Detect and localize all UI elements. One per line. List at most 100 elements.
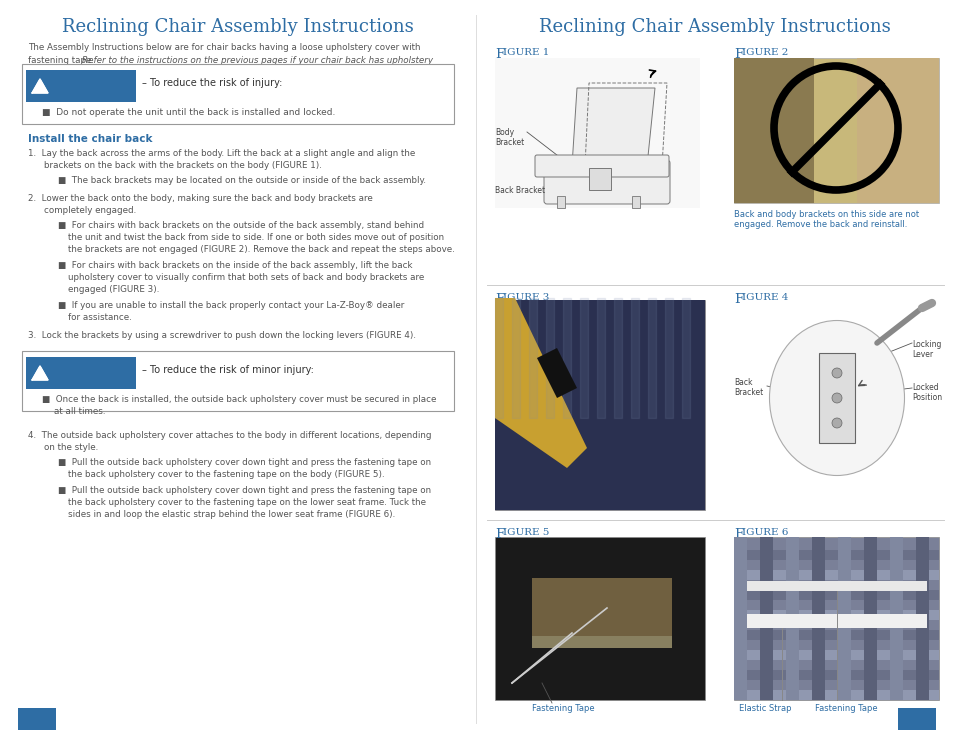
Text: completely engaged.: completely engaged. [44,206,136,215]
Bar [733,650,938,660]
Text: Reclining Chair Assembly Instructions: Reclining Chair Assembly Instructions [62,18,414,36]
Bar [746,581,926,591]
Polygon shape [572,88,655,166]
Bar [733,537,938,700]
Text: at all times.: at all times. [54,407,106,416]
Bar [26,70,136,102]
FancyBboxPatch shape [543,160,669,204]
Bar [733,537,746,700]
Text: for assistance.: for assistance. [68,313,132,322]
Bar [557,196,564,208]
Bar [588,168,610,190]
Polygon shape [32,79,48,93]
Text: brackets on the back with the brackets on the body (FIGURE 1).: brackets on the back with the brackets o… [44,161,321,170]
Bar [495,300,704,510]
Text: Back
Bracket: Back Bracket [733,378,762,397]
Text: ■  Do not operate the unit until the back is installed and locked.: ■ Do not operate the unit until the back… [42,108,335,117]
Bar [856,58,938,203]
Bar [811,537,824,700]
Text: IGURE 5: IGURE 5 [502,528,549,537]
Text: IGURE 2: IGURE 2 [741,48,787,57]
Text: cover attached to all sides of the back frame.: cover attached to all sides of the back … [28,69,226,78]
Text: Fastening Tape: Fastening Tape [814,704,877,713]
Text: ■  If you are unable to install the back properly contact your La-Z-Boy® dealer: ■ If you are unable to install the back … [58,301,404,310]
Text: 2.  Lower the back onto the body, making sure the back and body brackets are: 2. Lower the back onto the body, making … [28,194,373,203]
Text: sides in and loop the elastic strap behind the lower seat frame (FIGURE 6).: sides in and loop the elastic strap behi… [68,510,395,519]
Text: F: F [495,48,503,61]
Bar [889,537,902,700]
Bar [733,630,938,640]
Text: fastening tape.: fastening tape. [28,56,96,65]
Text: 1.  Lay the back across the arms of the body. Lift the back at a slight angle an: 1. Lay the back across the arms of the b… [28,149,415,158]
Bar [785,537,799,700]
Bar [733,590,938,600]
Bar [733,570,938,580]
Text: 9: 9 [912,714,920,724]
Text: IGURE 4: IGURE 4 [741,293,787,302]
Text: the back upholstery cover to the fastening tape on the lower seat frame. Tuck th: the back upholstery cover to the fasteni… [68,498,426,507]
Bar [532,636,671,648]
Text: Fastening Tape: Fastening Tape [532,704,594,713]
Text: IGURE 1: IGURE 1 [502,48,549,57]
Bar [22,351,454,411]
Text: WARNING: WARNING [54,78,127,91]
Text: The Assembly Instructions below are for chair backs having a loose upholstery co: The Assembly Instructions below are for … [28,43,420,52]
Text: engaged (FIGURE 3).: engaged (FIGURE 3). [68,285,159,294]
Bar [733,690,938,700]
Bar [631,196,639,208]
Text: – To reduce the risk of injury:: – To reduce the risk of injury: [142,78,282,88]
Text: ■  Pull the outside back upholstery cover down tight and press the fastening tap: ■ Pull the outside back upholstery cover… [58,486,431,495]
Text: Reclining Chair Assembly Instructions: Reclining Chair Assembly Instructions [538,18,890,36]
Polygon shape [495,298,586,468]
Bar [746,614,926,628]
Bar [915,537,928,700]
Text: ■  The back brackets may be located on the outside or inside of the back assembl: ■ The back brackets may be located on th… [58,176,426,185]
Bar [760,537,772,700]
Bar [26,357,136,389]
Text: F: F [495,528,503,541]
Ellipse shape [769,320,903,475]
Text: 3.  Lock the brackets by using a screwdriver to push down the locking levers (FI: 3. Lock the brackets by using a screwdri… [28,331,416,340]
FancyBboxPatch shape [535,155,668,177]
Text: IGURE 3: IGURE 3 [502,293,549,302]
Bar [733,550,938,560]
Bar [818,353,854,443]
Circle shape [831,418,841,428]
Text: Back and body brackets on this side are not
engaged. Remove the back and reinsta: Back and body brackets on this side are … [733,210,918,230]
Text: the unit and twist the back from side to side. If one or both sides move out of : the unit and twist the back from side to… [68,233,444,242]
Bar [733,610,938,620]
Text: the back upholstery cover to the fastening tape on the body (FIGURE 5).: the back upholstery cover to the fasteni… [68,470,384,479]
Bar [733,58,813,203]
Bar [495,58,700,208]
Bar [733,670,938,680]
Text: F: F [733,293,742,306]
Text: Locked
Position: Locked Position [911,383,942,402]
Bar [18,708,56,730]
Text: Elastic Strap: Elastic Strap [739,704,791,713]
Bar [897,708,935,730]
Text: ■  For chairs with back brackets on the outside of the back assembly, stand behi: ■ For chairs with back brackets on the o… [58,221,424,230]
Text: 4.  The outside back upholstery cover attaches to the body in different location: 4. The outside back upholstery cover att… [28,431,431,440]
Text: Locking
Lever: Locking Lever [911,340,941,359]
Text: !: ! [38,371,41,377]
Bar [22,64,454,124]
Text: Body
Bracket: Body Bracket [495,128,524,148]
Text: on the style.: on the style. [44,443,98,452]
Polygon shape [32,366,48,380]
Text: F: F [495,293,503,306]
Bar [532,578,671,638]
Text: Install the chair back: Install the chair back [28,134,152,144]
Text: Back Bracket: Back Bracket [495,186,544,195]
Text: Refer to the instructions on the previous pages if your chair back has upholster: Refer to the instructions on the previou… [82,56,433,65]
Text: IGURE 6: IGURE 6 [741,528,787,537]
Text: ■  For chairs with back brackets on the inside of the back assembly, lift the ba: ■ For chairs with back brackets on the i… [58,261,412,270]
Text: – To reduce the risk of minor injury:: – To reduce the risk of minor injury: [142,365,314,375]
Text: F: F [733,528,742,541]
Text: ■  Once the back is installed, the outside back upholstery cover must be secured: ■ Once the back is installed, the outsid… [42,395,436,404]
Circle shape [831,368,841,378]
Bar [837,537,850,700]
Text: ■  Pull the outside back upholstery cover down tight and press the fastening tap: ■ Pull the outside back upholstery cover… [58,458,431,467]
Bar [733,58,938,203]
Text: 8: 8 [33,714,41,724]
Text: F: F [733,48,742,61]
